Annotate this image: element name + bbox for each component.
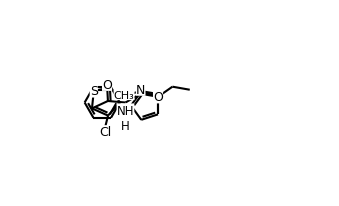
Text: S: S — [90, 85, 98, 98]
Text: NH
H: NH H — [117, 104, 134, 132]
Text: CH₃: CH₃ — [114, 91, 135, 101]
Text: O: O — [153, 91, 163, 104]
Text: N: N — [136, 83, 145, 96]
Text: O: O — [102, 78, 112, 91]
Text: Cl: Cl — [99, 126, 111, 139]
